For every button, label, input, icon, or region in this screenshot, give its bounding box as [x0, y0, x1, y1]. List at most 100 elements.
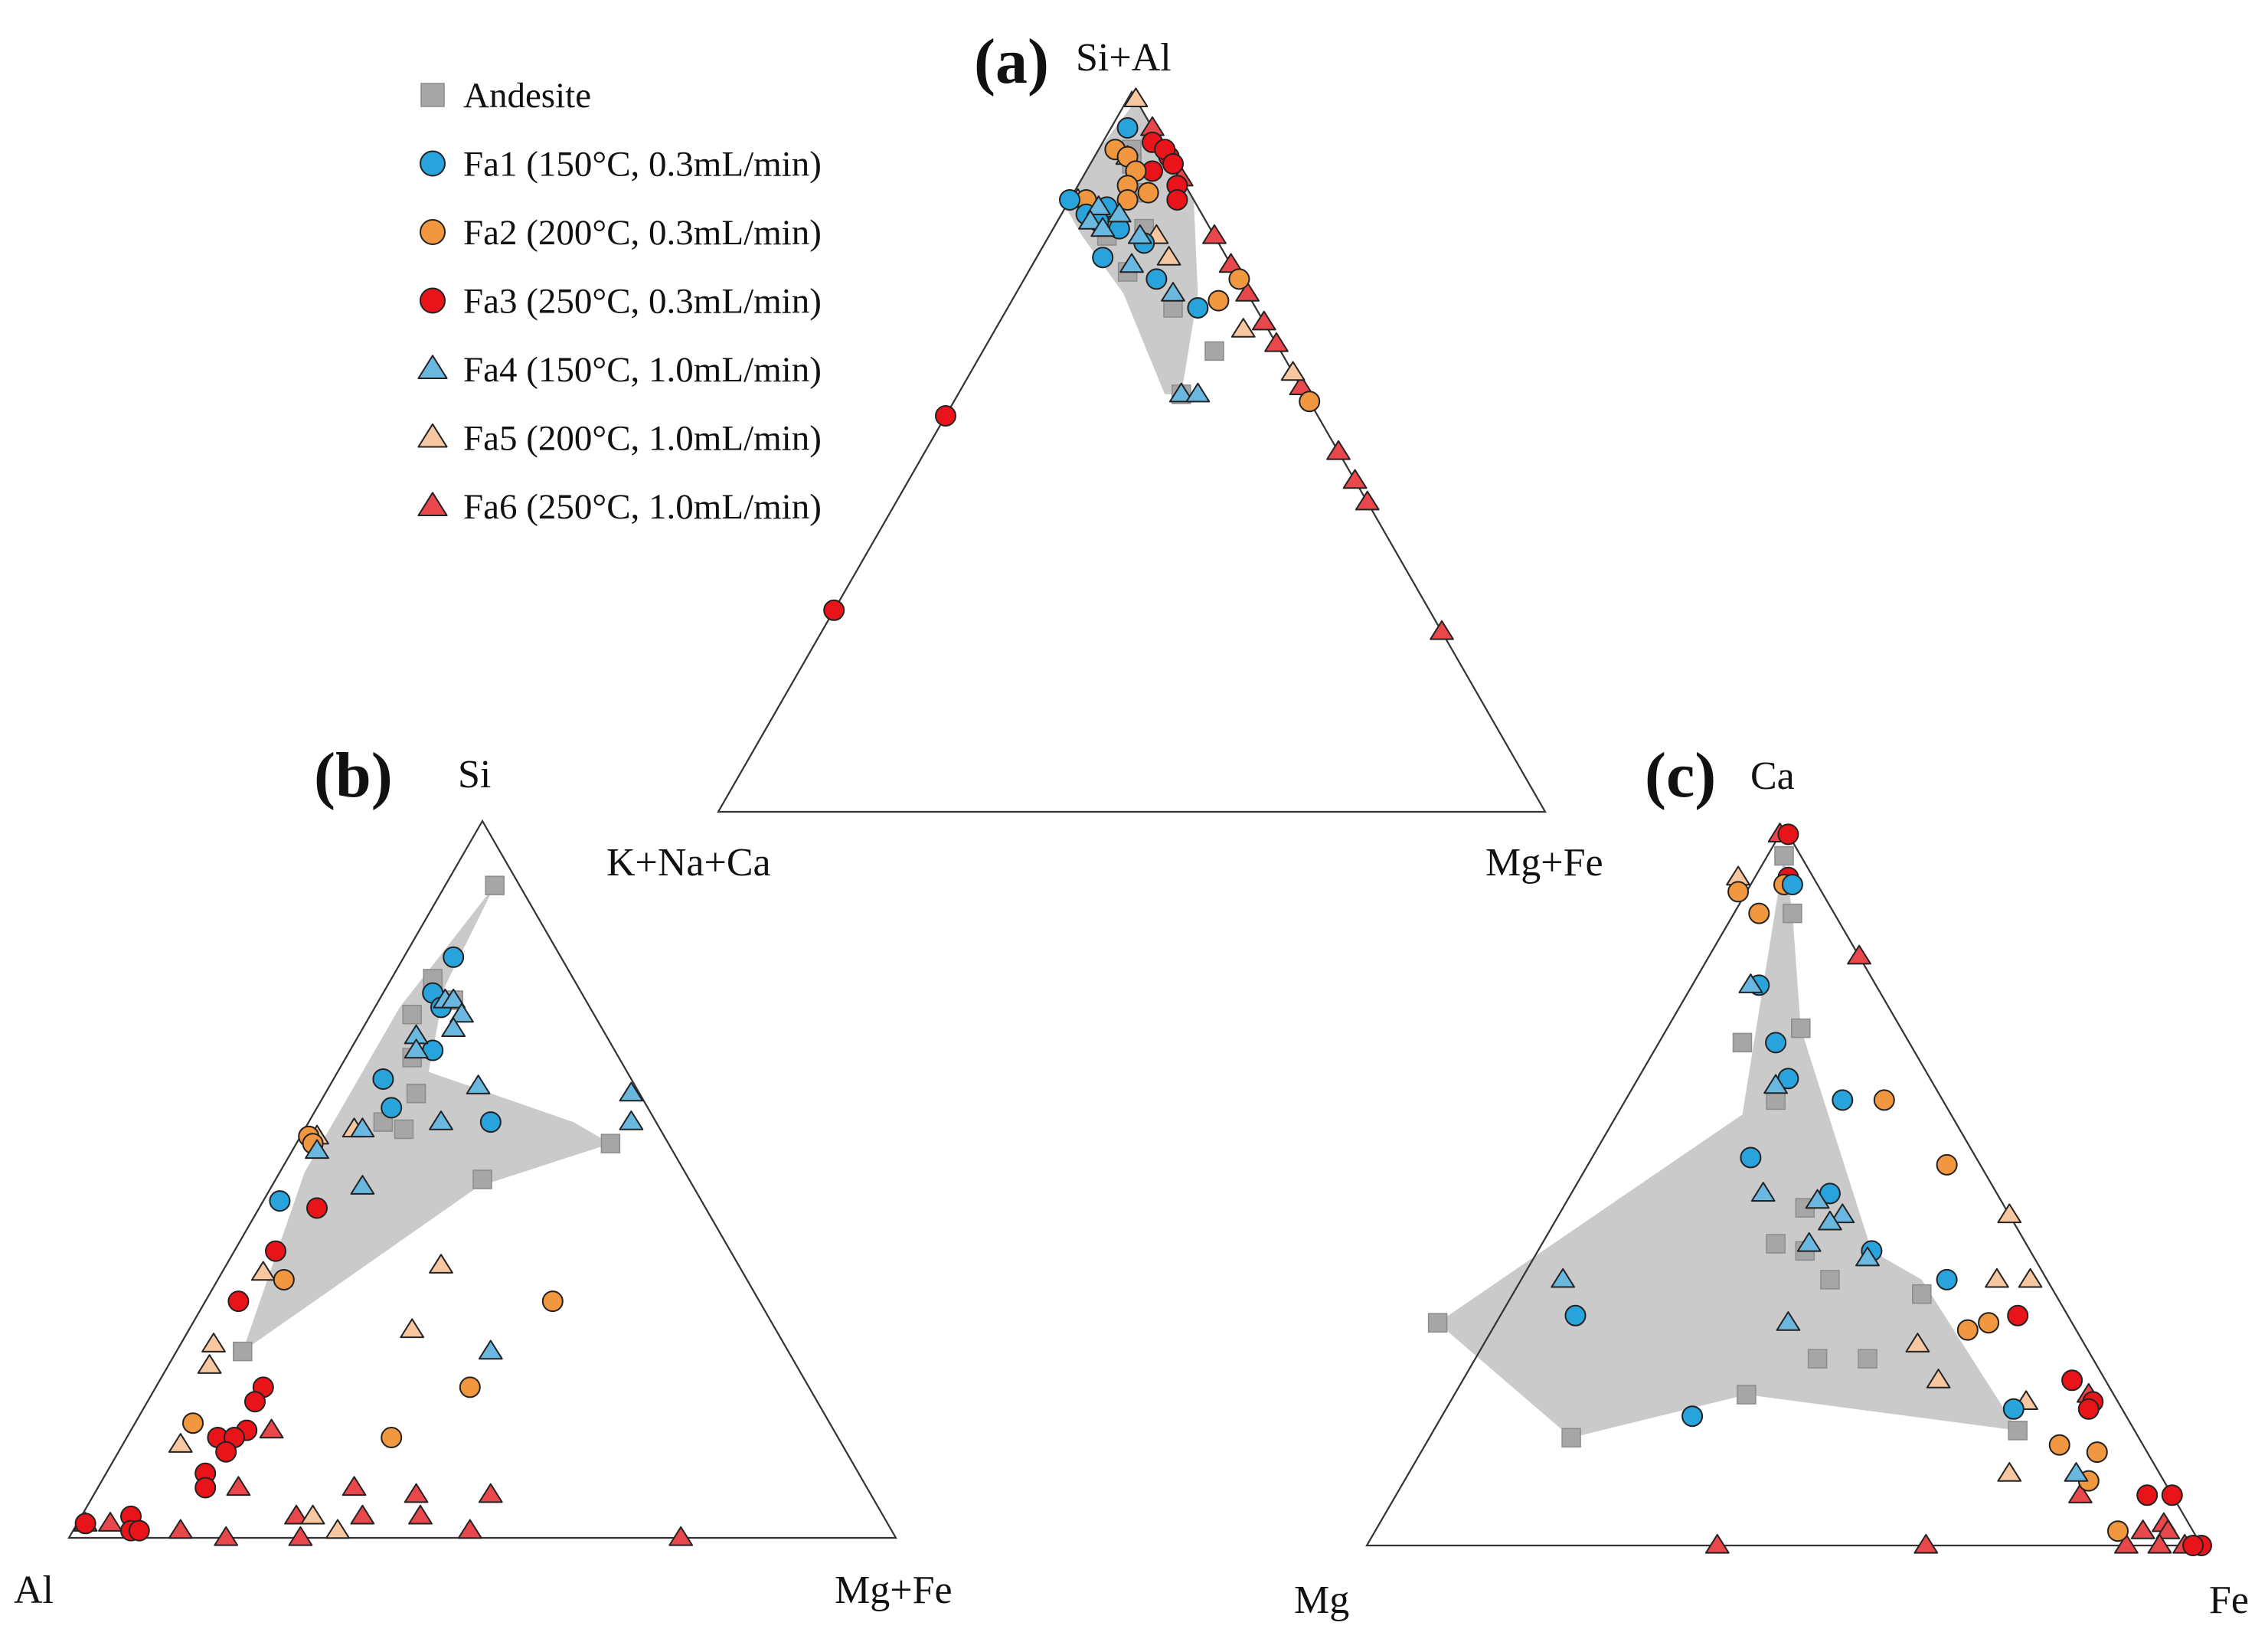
point-a-fa2-9 — [1299, 391, 1321, 413]
panel-label-b: (b) — [314, 740, 393, 811]
point-c-fa4-6 — [1796, 1232, 1822, 1252]
point-c-fa2-10 — [2107, 1520, 2129, 1542]
point-a-andesite-7 — [1204, 341, 1224, 361]
point-a-fa5-7 — [1280, 361, 1306, 381]
point-b-fa4-9 — [429, 1110, 453, 1130]
legend-label-fa3: Fa3 (250°C, 0.3mL/min) — [463, 282, 822, 322]
point-c-andesite-9 — [1912, 1284, 1932, 1304]
point-b-fa5-4 — [400, 1318, 425, 1339]
point-b-fa5-6 — [197, 1354, 222, 1374]
andesite-field-b — [242, 885, 611, 1352]
triangle-frame-c — [1365, 825, 2203, 1547]
point-c-fa6-1 — [1847, 944, 1871, 965]
point-b-fa5-5 — [201, 1333, 226, 1353]
point-a-fa6-4 — [1235, 282, 1260, 302]
legend-marker-fa3 — [420, 287, 446, 314]
point-b-fa6-12 — [214, 1526, 239, 1546]
point-c-fa4-8 — [1551, 1267, 1575, 1288]
point-a-fa2-7 — [1228, 268, 1250, 290]
point-c-fa2-1 — [1727, 881, 1750, 903]
point-b-fa5-2 — [250, 1261, 276, 1281]
point-b-fa6-3 — [404, 1483, 429, 1503]
andesite-field-c — [1437, 855, 2018, 1438]
point-b-fa6-14 — [668, 1526, 694, 1546]
legend-marker-andesite — [420, 83, 445, 107]
point-b-fa1-5 — [381, 1097, 403, 1119]
point-c-andesite-13 — [2008, 1421, 2028, 1441]
point-c-fa5-3 — [1985, 1267, 2009, 1288]
point-a-fa6-5 — [1251, 310, 1276, 331]
point-a-fa4-3 — [1090, 217, 1116, 237]
point-b-fa6-10 — [168, 1519, 193, 1539]
point-a-fa5-6 — [1230, 318, 1256, 338]
point-c-fa1-8 — [1936, 1268, 1958, 1290]
apex-right-label-c: Fe — [2209, 1578, 2249, 1622]
points-c — [1427, 823, 2212, 1556]
point-c-fa4-10 — [2064, 1462, 2089, 1482]
point-b-fa4-10 — [350, 1117, 375, 1138]
point-c-andesite-6 — [1766, 1234, 1786, 1254]
point-a-fa6-8 — [1326, 440, 1351, 460]
point-b-fa3-1 — [265, 1240, 286, 1262]
point-b-fa3-2 — [227, 1290, 250, 1313]
point-c-andesite-15 — [1427, 1313, 1448, 1333]
point-c-fa2-8 — [2086, 1441, 2108, 1464]
point-b-fa2-3 — [541, 1290, 564, 1313]
point-b-fa3-14 — [128, 1519, 150, 1542]
apex-top-label-a: Si+Al — [1076, 36, 1172, 80]
point-c-andesite-11 — [1858, 1349, 1877, 1369]
point-b-fa6-0 — [259, 1418, 284, 1439]
legend-marker-fa4 — [417, 355, 448, 379]
apex-left-label-c: Mg — [1294, 1578, 1349, 1622]
point-c-fa4-2 — [1750, 1182, 1776, 1202]
point-c-fa5-2 — [2018, 1267, 2043, 1288]
apex-right-label-b: Mg+Fe — [835, 1568, 953, 1612]
point-b-fa6-5 — [284, 1504, 309, 1525]
point-c-fa1-5 — [1740, 1146, 1762, 1169]
point-a-fa6-11 — [1430, 620, 1454, 640]
point-b-andesite-9 — [472, 1169, 492, 1189]
point-b-andesite-5 — [406, 1083, 426, 1104]
point-b-fa6-2 — [342, 1476, 367, 1496]
point-c-fa6-10 — [1704, 1533, 1730, 1554]
point-a-fa4-6 — [1161, 282, 1185, 302]
point-c-fa3-6 — [2161, 1484, 2183, 1506]
point-b-fa4-7 — [619, 1081, 644, 1102]
point-c-andesite-8 — [1820, 1270, 1840, 1290]
point-b-fa4-6 — [466, 1074, 491, 1094]
point-b-fa4-1 — [441, 988, 466, 1009]
point-a-fa4-2 — [1078, 210, 1103, 230]
apex-right-label-a: Mg+Fe — [1485, 841, 1603, 885]
point-c-fa4-7 — [1855, 1246, 1880, 1267]
point-b-fa1-4 — [372, 1068, 394, 1090]
point-b-fa2-4 — [459, 1376, 481, 1398]
point-a-fa4-5 — [1119, 253, 1144, 273]
point-c-fa6-7 — [2114, 1533, 2139, 1554]
point-c-andesite-14 — [1561, 1428, 1581, 1448]
point-a-fa4-7 — [1168, 382, 1194, 403]
point-c-fa6-3 — [2068, 1483, 2093, 1503]
legend-marker-fa1 — [420, 150, 446, 177]
point-b-andesite-7 — [394, 1119, 414, 1140]
point-c-fa2-5 — [1978, 1312, 2000, 1334]
point-c-fa4-1 — [1763, 1074, 1788, 1094]
point-b-andesite-0 — [485, 875, 505, 895]
legend-label-fa6: Fa6 (250°C, 1.0mL/min) — [463, 487, 822, 527]
point-a-fa5-0 — [1123, 87, 1149, 107]
point-c-fa1-0 — [1781, 874, 1803, 895]
point-c-fa3-5 — [2077, 1398, 2100, 1420]
point-c-fa4-3 — [1805, 1189, 1830, 1209]
point-a-andesite-6 — [1163, 298, 1183, 318]
point-b-fa4-11 — [305, 1139, 329, 1160]
point-a-fa6-7 — [1289, 375, 1314, 395]
point-a-fa1-1 — [1059, 189, 1080, 211]
ternary-panel-a: (a) Si+Al K+Na+Ca Mg+Fe — [606, 26, 1603, 885]
point-b-fa5-7 — [168, 1433, 193, 1453]
point-c-fa3-0 — [1777, 823, 1799, 846]
apex-top-label-b: Si — [458, 753, 491, 796]
point-a-fa5-5 — [1156, 246, 1181, 266]
point-a-fa1-9 — [1187, 297, 1209, 319]
point-b-fa1-0 — [443, 946, 465, 968]
point-a-fa4-0 — [1086, 195, 1111, 215]
